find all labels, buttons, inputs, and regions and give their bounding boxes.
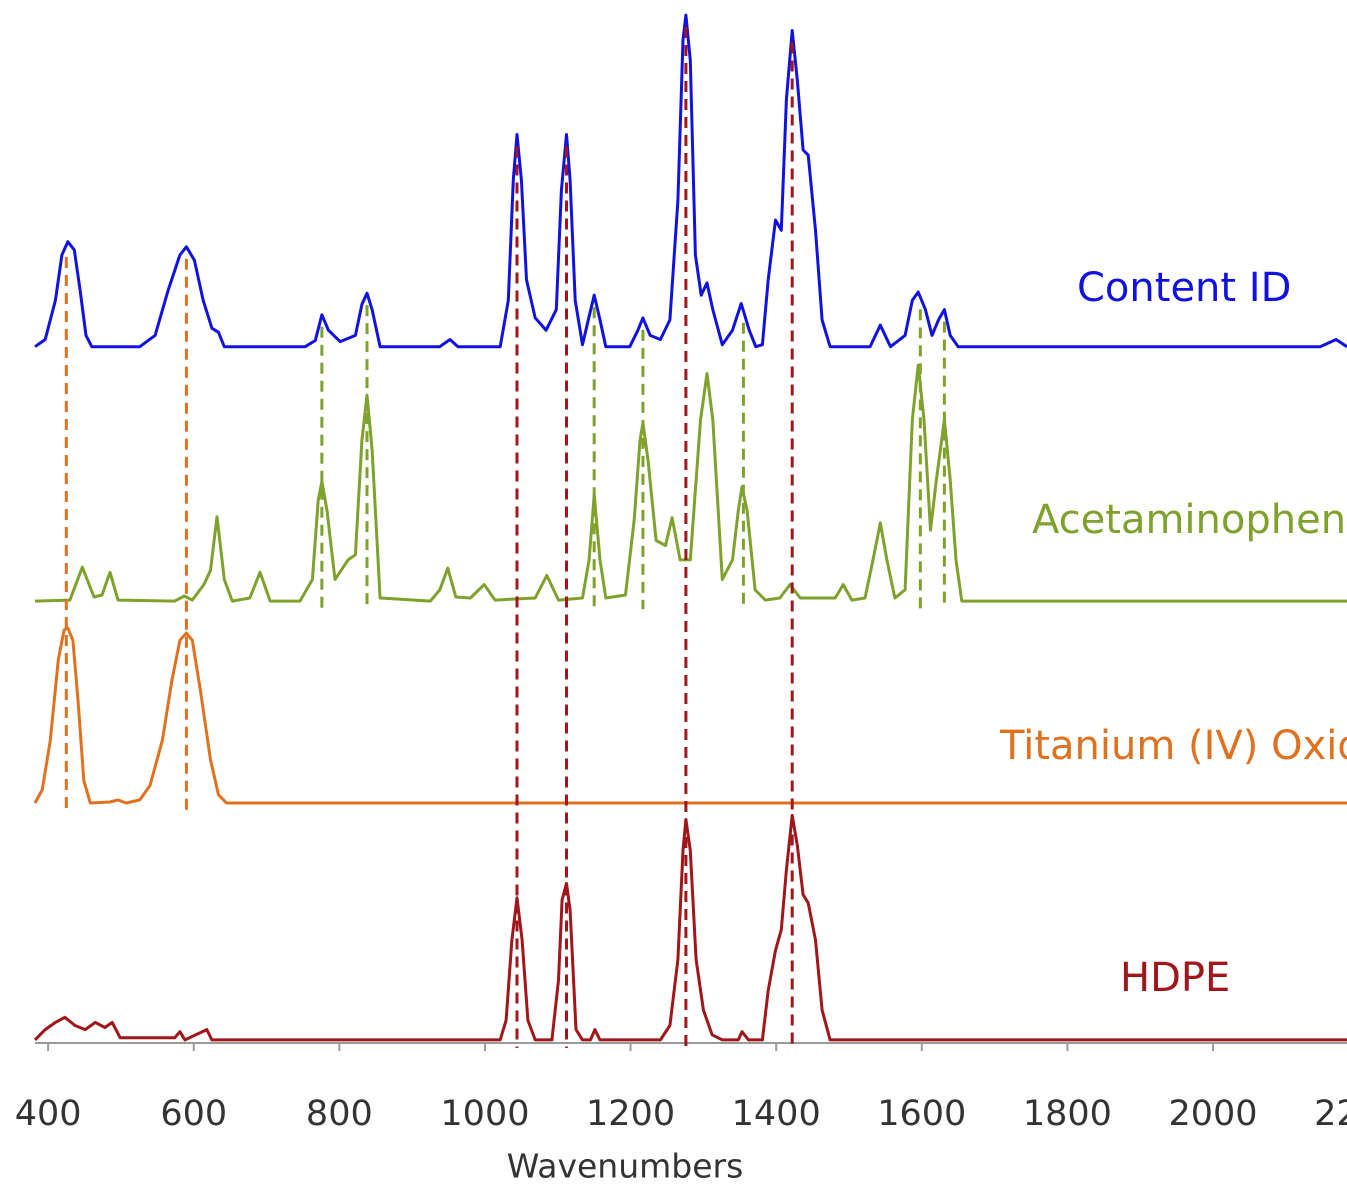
x-tick-label: 2000 [1168,1094,1257,1134]
series-label: Titanium (IV) Oxide [999,723,1347,769]
x-tick-label: 1200 [586,1094,675,1134]
x-tick-label: 400 [15,1094,82,1134]
x-tick-label: 800 [306,1094,373,1134]
x-tick-label: 1800 [1023,1094,1112,1134]
x-tick-label: 1600 [877,1094,966,1134]
x-axis-label: Wavenumbers [507,1147,744,1186]
spectrum-line [34,363,1347,603]
series-label: HDPE [1120,955,1230,1001]
x-tick-label: 600 [160,1094,227,1134]
x-tick-label: 1000 [440,1094,529,1134]
x-tick-label: 1400 [732,1094,821,1134]
spectrum-line [33,626,1347,805]
spectrum-line [33,813,1347,1042]
spectrum-line [34,13,1347,349]
series-label: Acetaminophen [1032,497,1346,543]
series-label: Content ID [1077,265,1291,311]
x-tick-label: 2200 [1314,1094,1347,1134]
